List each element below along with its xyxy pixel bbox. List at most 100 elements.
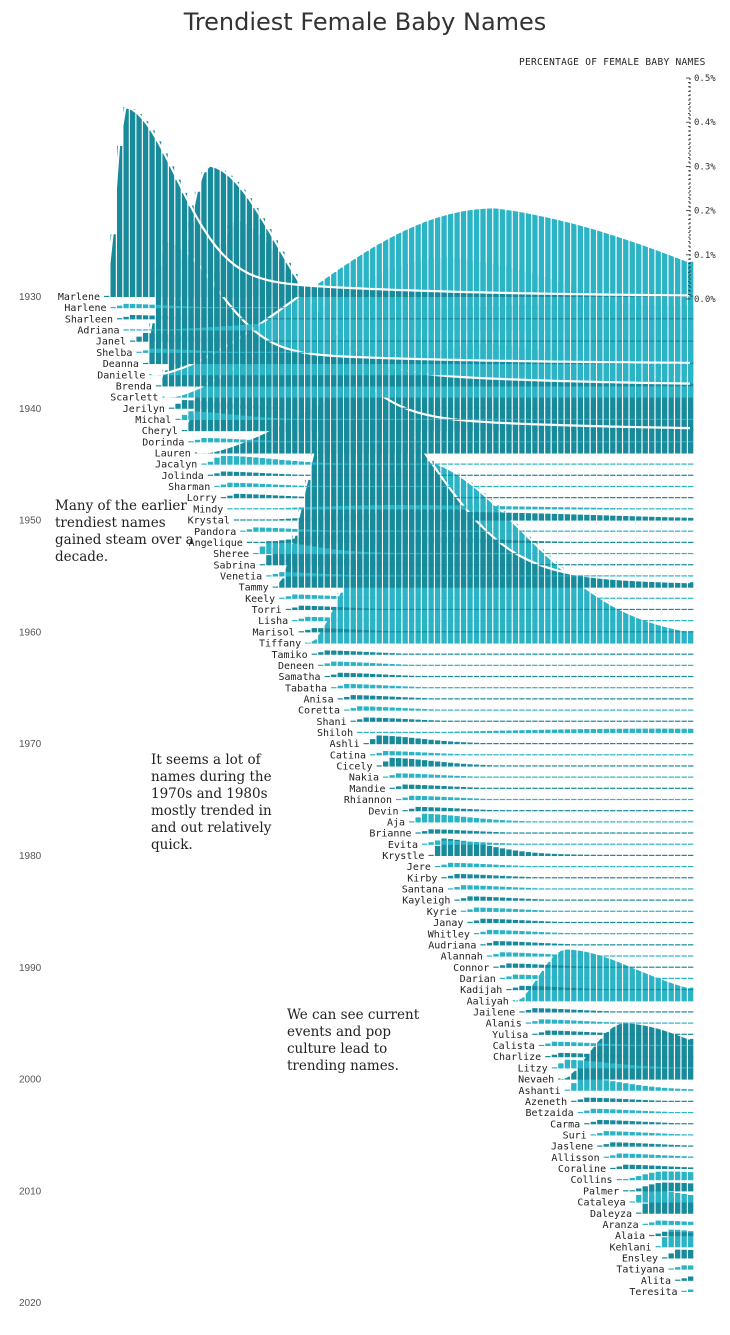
bar-betzaida-2020 (688, 1111, 694, 1114)
bar-torri-1968 (350, 607, 356, 611)
bar-rhiannon-1987 (473, 798, 480, 801)
bar-harlene-1974 (389, 306, 395, 309)
bar-lisha-2007 (603, 620, 609, 622)
bar-sabrina-1999 (551, 564, 558, 566)
bar-samatha-2014 (649, 675, 655, 678)
chart-title: Trendiest Female Baby Names (183, 8, 547, 36)
bar-catina-1974 (389, 751, 395, 756)
bar-jerilyn-1991 (499, 407, 506, 409)
bar-mindy-1949 (227, 508, 233, 510)
bar-samatha-2011 (629, 675, 635, 678)
bar-angelique-1973 (383, 534, 389, 543)
bar-sheree-1994 (519, 552, 525, 555)
bar-sabrina-2020 (688, 564, 694, 566)
bar-deneen-2013 (642, 664, 648, 666)
bar-sharman-1999 (551, 485, 558, 488)
bar-dorinda-1981 (434, 441, 441, 443)
bar-pandora-1965 (331, 530, 337, 532)
bar-mandie-2017 (668, 787, 674, 789)
bar-darian-2018 (675, 977, 681, 979)
bar-shelba-1990 (493, 351, 499, 353)
bar-shani-1975 (396, 718, 402, 722)
bar-kyrie-2004 (584, 910, 590, 912)
bar-shelba-1988 (480, 351, 486, 353)
bar-dorinda-1952 (246, 439, 253, 443)
bar-aja-1992 (506, 820, 512, 823)
bar-deneen-1986 (467, 664, 473, 666)
bar-mindy-1956 (272, 508, 279, 510)
bar-venetia-1982 (441, 575, 447, 577)
bar-janel-1985 (460, 340, 467, 342)
bar-angelique-2007 (603, 541, 609, 543)
bar-shiloh-2003 (577, 729, 584, 734)
bar-jerilyn-2013 (642, 407, 648, 409)
bar-rhiannon-2002 (571, 798, 577, 801)
bar-dorinda-2017 (668, 441, 674, 443)
bar-tamiko-1972 (376, 652, 382, 655)
bar-anisa-2020 (688, 698, 694, 700)
bar-mandie-2015 (655, 787, 661, 789)
bar-kirby-1987 (473, 874, 480, 879)
bar-jolinda-2007 (603, 474, 609, 476)
bar-jerilyn-2004 (584, 407, 590, 409)
bar-angelique-2010 (623, 541, 629, 543)
bar-teresita-2019 (681, 1290, 687, 1293)
bar-aaliyah-2009 (616, 960, 622, 1002)
bar-samatha-2019 (681, 675, 687, 678)
bar-carma-2011 (629, 1121, 635, 1125)
bar-catina-2007 (603, 754, 609, 756)
bar-mindy-1957 (279, 508, 285, 510)
bar-dorinda-2008 (610, 441, 616, 443)
bar-nakia-2004 (584, 776, 590, 778)
bar-krystle-2018 (675, 854, 681, 856)
bar-aja-1985 (460, 816, 467, 823)
bar-coretta-1997 (538, 709, 545, 711)
bar-sharleen-1939 (162, 316, 168, 320)
bar-marisol-1989 (486, 631, 493, 633)
bar-jacalyn-2019 (681, 463, 687, 465)
bar-shelba-1973 (383, 351, 389, 353)
bar-michal-1997 (538, 418, 545, 420)
bar-brianne-2006 (597, 832, 603, 834)
bar-sharman-1981 (434, 485, 441, 488)
bar-ashli-1972 (376, 735, 382, 745)
bar-krystal-1965 (331, 515, 337, 521)
bar-kirby-2003 (577, 877, 584, 879)
bar-connor-2020 (688, 966, 694, 968)
bar-deanna-1944 (194, 262, 201, 365)
bar-calista-2011 (629, 1044, 635, 1047)
bar-darian-1991 (499, 977, 506, 979)
bar-lorry-1990 (493, 497, 499, 499)
bar-coretta-1999 (551, 709, 558, 711)
bar-jacalyn-1987 (473, 463, 480, 465)
bar-evita-1984 (454, 841, 460, 845)
bar-tabatha-1985 (460, 687, 467, 689)
bar-sharleen-1948 (220, 318, 227, 320)
bar-cheryl-2015 (655, 427, 661, 432)
bar-shani-1996 (532, 720, 538, 722)
bar-brenda-2004 (584, 381, 590, 387)
bar-harlene-1986 (467, 306, 473, 309)
bar-janel-1998 (545, 340, 551, 342)
bar-torri-1990 (493, 608, 499, 611)
bar-dorinda-1992 (506, 441, 512, 443)
bar-jerilyn-1948 (220, 403, 227, 409)
bar-pandora-1995 (525, 530, 532, 532)
bar-audriana-1988 (480, 944, 486, 946)
bar-alanis-2018 (675, 1022, 681, 1024)
bar-shelba-1998 (545, 351, 551, 353)
bar-jere-2014 (649, 865, 655, 868)
bar-anisa-1974 (389, 696, 395, 700)
bar-whitley-2010 (623, 933, 629, 935)
bar-anisa-2007 (603, 698, 609, 700)
bar-jacalyn-1957 (279, 459, 285, 465)
bar-janel-1989 (486, 340, 493, 342)
bar-marlene-1944 (194, 217, 201, 297)
bar-pandora-1998 (545, 530, 551, 532)
bar-kayleigh-1988 (480, 896, 486, 901)
bar-dorinda-2018 (675, 441, 681, 443)
bar-nakia-1975 (396, 773, 402, 778)
bar-tamiko-1966 (337, 650, 343, 655)
bar-lisha-2017 (668, 620, 674, 622)
bar-nakia-1977 (408, 773, 415, 778)
